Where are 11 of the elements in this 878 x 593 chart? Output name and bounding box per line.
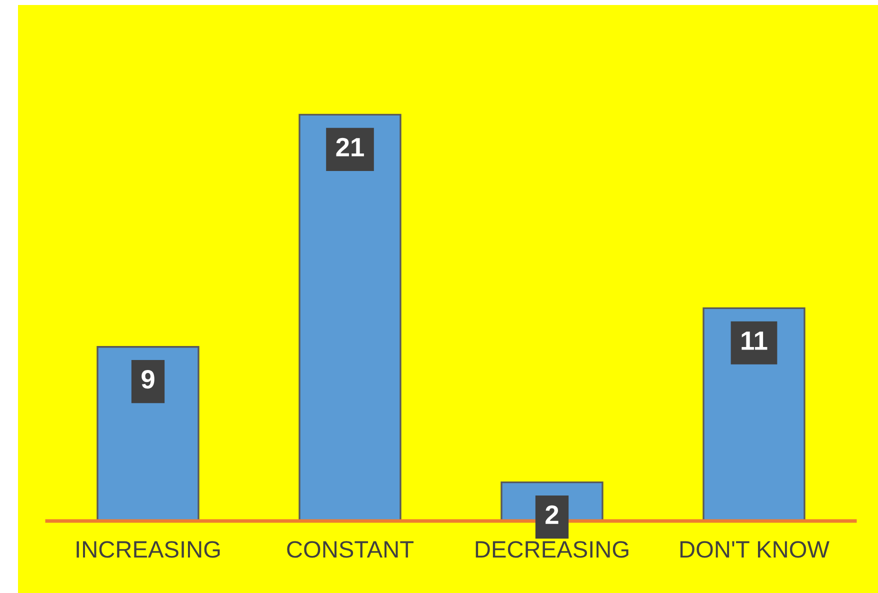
data-label: 11 bbox=[742, 332, 768, 350]
x-tick-label: INCREASING bbox=[76, 541, 220, 558]
bar bbox=[96, 346, 200, 521]
bar bbox=[702, 307, 806, 521]
x-tick-label: CONSTANT bbox=[287, 541, 414, 558]
x-tick-label: DON'T KNOW bbox=[680, 541, 830, 558]
data-label: 21 bbox=[336, 138, 364, 156]
data-label: 2 bbox=[546, 505, 558, 524]
x-tick-label: DECREASING bbox=[476, 541, 628, 558]
data-label: 9 bbox=[142, 370, 154, 389]
bar bbox=[298, 114, 402, 521]
